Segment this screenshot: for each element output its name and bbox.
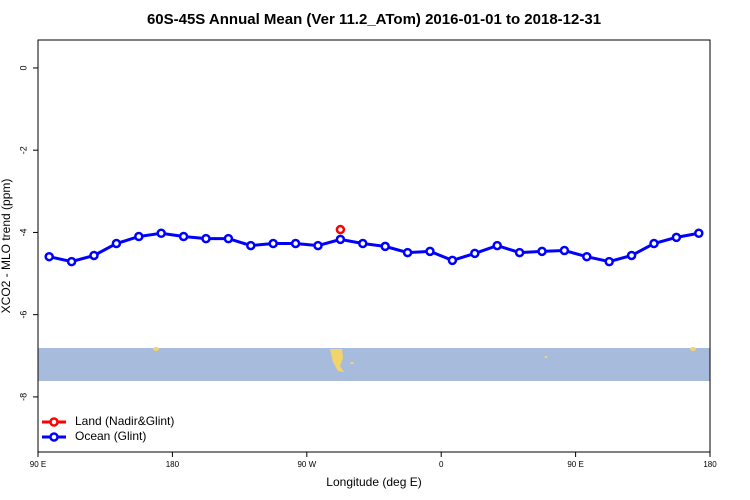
data-point xyxy=(671,232,682,243)
data-point xyxy=(537,246,547,257)
data-point xyxy=(402,247,413,258)
data-point xyxy=(380,241,390,252)
data-point xyxy=(514,247,525,258)
chart-title: 60S-45S Annual Mean (Ver 11.2_ATom) 2016… xyxy=(147,11,601,28)
legend-label: Ocean (Glint) xyxy=(75,429,146,443)
data-point xyxy=(178,231,189,242)
data-point xyxy=(492,240,502,251)
plot-frame xyxy=(37,39,711,453)
data-point xyxy=(559,245,570,256)
data-point xyxy=(201,233,211,244)
data-point xyxy=(290,238,301,249)
data-point xyxy=(66,256,77,267)
data-point xyxy=(582,251,592,262)
data-point xyxy=(313,240,323,251)
data-point xyxy=(246,240,256,251)
x-tick-label: 180 xyxy=(166,460,180,469)
data-point xyxy=(156,228,166,239)
map-band xyxy=(38,348,710,381)
data-point xyxy=(111,238,122,249)
data-point xyxy=(335,234,346,245)
data-point xyxy=(44,251,54,262)
y-tick-label: 0 xyxy=(18,65,28,70)
data-point xyxy=(134,231,144,242)
y-axis-label: XCO2 - MLO trend (ppm) xyxy=(0,179,13,314)
data-point xyxy=(268,238,278,249)
data-point xyxy=(604,256,614,267)
legend-label: Land (Nadir&Glint) xyxy=(75,414,174,428)
data-point xyxy=(649,238,659,249)
y-tick-label: -6 xyxy=(18,311,28,319)
x-tick-label: 180 xyxy=(703,460,717,469)
data-point xyxy=(425,246,435,257)
data-point xyxy=(694,228,704,239)
data-point xyxy=(470,248,480,259)
data-point xyxy=(358,238,368,249)
data-point xyxy=(447,255,458,266)
data-point xyxy=(335,224,346,235)
x-tick-label: 90 E xyxy=(30,460,46,469)
legend-marker xyxy=(49,417,59,427)
y-tick-label: -4 xyxy=(18,228,28,236)
y-tick-label: -2 xyxy=(18,146,28,154)
x-axis-label: Longitude (deg E) xyxy=(326,475,421,489)
land-shapes xyxy=(153,347,696,372)
y-tick-label: -8 xyxy=(18,393,28,401)
data-point xyxy=(89,250,99,261)
data-point xyxy=(626,250,637,261)
x-tick-label: 90 E xyxy=(567,460,583,469)
data-point xyxy=(223,233,234,244)
legend-marker xyxy=(49,432,59,442)
x-tick-label: 0 xyxy=(439,460,444,469)
x-tick-label: 90 W xyxy=(297,460,316,469)
